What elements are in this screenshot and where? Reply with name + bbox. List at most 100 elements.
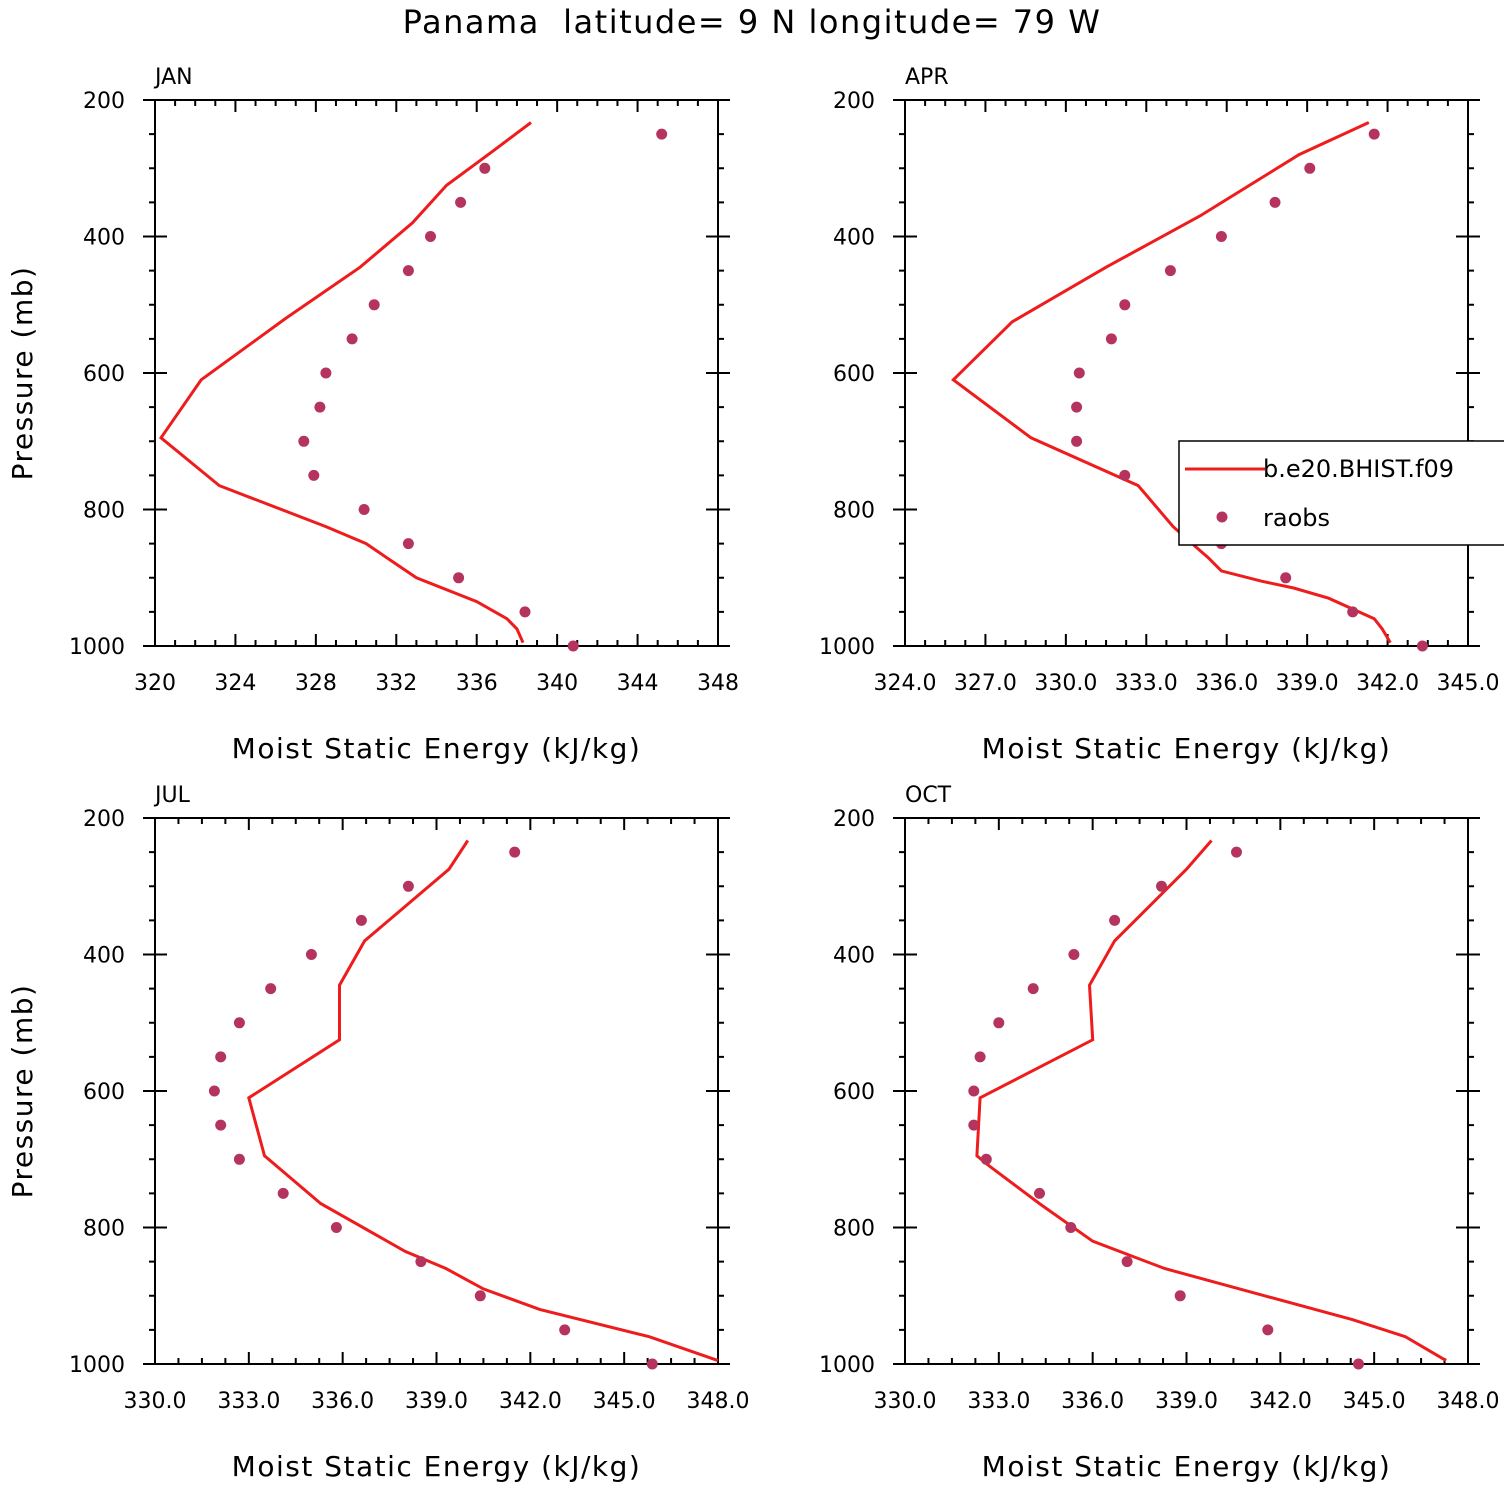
model-series-line: [158, 121, 532, 644]
x-tick-label: 348.0: [687, 1389, 750, 1414]
raobs-point: [1269, 196, 1281, 208]
raobs-point: [1071, 401, 1083, 413]
x-tick-label: 336: [456, 671, 498, 696]
raobs-point: [402, 538, 414, 550]
y-tick-label: 1000: [819, 1353, 875, 1378]
plot-frame: [904, 817, 1469, 1365]
x-axis-label: Moist Static Energy (kJ/kg): [232, 732, 642, 765]
raobs-point: [567, 640, 579, 652]
raobs-point: [415, 1256, 427, 1268]
raobs-point: [1174, 1290, 1186, 1302]
panel-title: JAN: [153, 65, 193, 90]
x-axis-label: Moist Static Energy (kJ/kg): [232, 1450, 642, 1483]
raobs-point: [1347, 606, 1359, 618]
raobs-point: [215, 1051, 227, 1063]
raobs-point: [1119, 299, 1131, 311]
raobs-point: [1121, 1256, 1133, 1268]
raobs-point: [1416, 640, 1428, 652]
x-axis-label: Moist Static Energy (kJ/kg): [982, 1450, 1392, 1483]
legend-point-swatch: [1216, 511, 1228, 523]
raobs-point: [314, 401, 326, 413]
panel-title: APR: [905, 65, 949, 90]
x-tick-label: 345.0: [1437, 671, 1500, 696]
plot-frame: [904, 99, 1469, 647]
x-tick-label: 333.0: [967, 1389, 1030, 1414]
figure-title: Panama latitude= 9 N longitude= 79 W: [402, 3, 1102, 41]
raobs-point: [1068, 949, 1080, 960]
model-series-line: [951, 121, 1392, 644]
raobs-point: [265, 983, 277, 995]
raobs-point: [330, 1222, 342, 1233]
legend-label: b.e20.BHIST.f09: [1263, 455, 1454, 483]
raobs-point: [559, 1324, 571, 1336]
y-tick-label: 800: [833, 1217, 875, 1242]
model-series-line: [247, 839, 719, 1363]
x-tick-label: 330.0: [124, 1389, 187, 1414]
x-tick-label: 336.0: [1195, 671, 1258, 696]
x-tick-label: 330.0: [874, 1389, 937, 1414]
y-tick-label: 1000: [69, 635, 125, 660]
panel-jan: 320 324 328 332 336 340 344 348 200 400 600 800 1000…: [6, 65, 739, 765]
raobs-point: [320, 367, 332, 379]
model-series-line: [975, 839, 1447, 1362]
y-axis-label: Pressure (mb): [6, 984, 39, 1199]
x-tick-label: 336.0: [311, 1389, 374, 1414]
raobs-point: [1073, 367, 1085, 379]
raobs-point: [215, 1119, 227, 1131]
plot-frame: [154, 99, 719, 647]
raobs-point: [1105, 333, 1117, 345]
raobs-point: [1027, 983, 1039, 995]
raobs-point: [233, 1017, 245, 1029]
raobs-point: [277, 1187, 289, 1199]
raobs-point: [646, 1358, 658, 1370]
x-tick-label: 339.0: [1276, 671, 1339, 696]
y-axis-label: Pressure (mb): [6, 266, 39, 481]
panel-title: OCT: [905, 783, 952, 808]
raobs-point: [346, 333, 358, 345]
raobs-point: [355, 914, 367, 926]
raobs-point: [1280, 572, 1292, 584]
y-tick-label: 800: [83, 1217, 125, 1242]
x-tick-label: 324: [214, 671, 256, 696]
panel-title: JUL: [153, 783, 191, 808]
raobs-point: [1231, 846, 1242, 858]
raobs-point: [1119, 469, 1131, 481]
raobs-point: [509, 846, 521, 858]
raobs-point: [980, 1153, 992, 1165]
y-tick-label: 1000: [819, 635, 875, 660]
x-tick-label: 328: [295, 671, 337, 696]
x-tick-label: 342.0: [499, 1389, 562, 1414]
x-tick-label: 339.0: [1155, 1389, 1218, 1414]
x-tick-label: 339.0: [405, 1389, 468, 1414]
x-tick-label: 333.0: [217, 1389, 280, 1414]
raobs-point: [1304, 162, 1316, 174]
y-tick-label: 400: [833, 226, 875, 251]
plot-frame: [154, 817, 719, 1365]
y-tick-label: 1000: [69, 1353, 125, 1378]
x-tick-label: 342.0: [1356, 671, 1419, 696]
raobs-point: [402, 880, 414, 892]
y-tick-label: 600: [833, 362, 875, 387]
y-tick-label: 800: [83, 499, 125, 524]
y-tick-label: 400: [83, 226, 125, 251]
raobs-point: [402, 265, 414, 277]
y-tick-label: 600: [83, 1080, 125, 1105]
x-tick-label: 333.0: [1115, 671, 1178, 696]
raobs-point: [968, 1119, 980, 1131]
raobs-point: [1065, 1222, 1077, 1233]
x-tick-label: 332: [375, 671, 417, 696]
x-tick-label: 324.0: [874, 671, 937, 696]
y-tick-label: 400: [83, 944, 125, 969]
y-tick-label: 600: [833, 1080, 875, 1105]
y-tick-label: 800: [833, 499, 875, 524]
raobs-point: [1262, 1324, 1274, 1336]
raobs-point: [974, 1051, 986, 1063]
raobs-point: [368, 299, 380, 311]
raobs-point: [1353, 1358, 1364, 1370]
raobs-point: [308, 469, 320, 481]
x-axis-label: Moist Static Energy (kJ/kg): [982, 732, 1392, 765]
y-tick-label: 200: [83, 89, 125, 114]
y-tick-label: 200: [83, 807, 125, 832]
raobs-point: [1215, 231, 1227, 242]
raobs-point: [1109, 914, 1121, 926]
